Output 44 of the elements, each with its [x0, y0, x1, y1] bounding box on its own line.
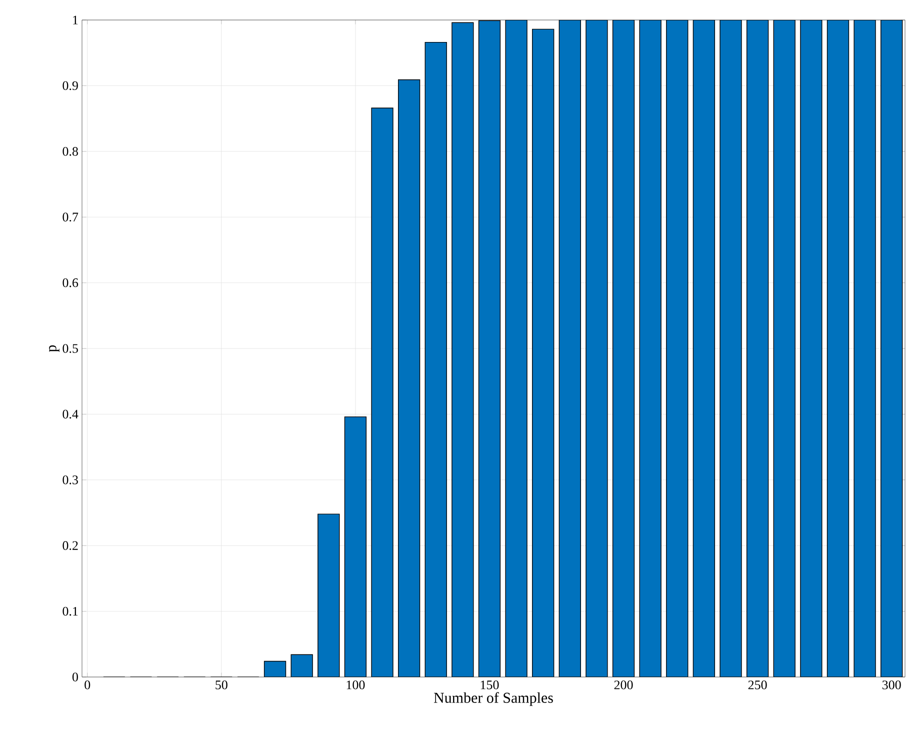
- x-tick-label: 0: [84, 680, 90, 690]
- bar: [640, 20, 662, 677]
- bar: [372, 108, 393, 677]
- y-tick-label: 0: [72, 672, 78, 682]
- bar: [559, 20, 581, 677]
- y-tick-label: 0.7: [62, 212, 78, 222]
- y-tick-label: 0.5: [62, 344, 78, 353]
- x-tick-label: 250: [748, 680, 767, 690]
- x-tick-label: 200: [614, 680, 633, 690]
- bar: [425, 42, 447, 677]
- y-tick-label: 0.9: [62, 81, 78, 90]
- bar: [666, 20, 688, 677]
- bar: [532, 29, 554, 677]
- bar: [452, 22, 474, 677]
- x-tick-label: 150: [480, 680, 499, 690]
- bar: [854, 20, 876, 677]
- bar: [586, 20, 608, 677]
- y-tick-label: 0.6: [62, 278, 78, 288]
- bar: [318, 514, 340, 677]
- bar: [800, 20, 822, 677]
- bar: [827, 20, 849, 677]
- bar: [720, 20, 742, 677]
- bar: [693, 20, 715, 677]
- bar: [344, 416, 366, 677]
- bar: [880, 20, 903, 677]
- x-tick-label: 300: [882, 680, 901, 690]
- y-tick-label: 0.8: [62, 146, 78, 156]
- bar: [612, 20, 634, 677]
- y-tick-label: 0.1: [62, 606, 78, 616]
- x-tick-label: 100: [346, 680, 365, 690]
- x-axis-title: Number of Samples: [434, 692, 553, 706]
- x-tick-label: 50: [216, 680, 228, 690]
- y-tick-label: 0.4: [62, 410, 78, 419]
- y-tick-label: 1: [73, 16, 78, 24]
- y-tick-label: 0.2: [62, 541, 78, 550]
- bar: [291, 654, 313, 677]
- bar: [774, 20, 796, 677]
- bar: [746, 20, 768, 677]
- y-axis-title: p: [49, 345, 60, 352]
- bar: [398, 80, 420, 677]
- y-tick-label: 0.3: [62, 475, 78, 484]
- bar: [264, 661, 286, 677]
- bar: [478, 20, 500, 677]
- bar: [506, 20, 528, 677]
